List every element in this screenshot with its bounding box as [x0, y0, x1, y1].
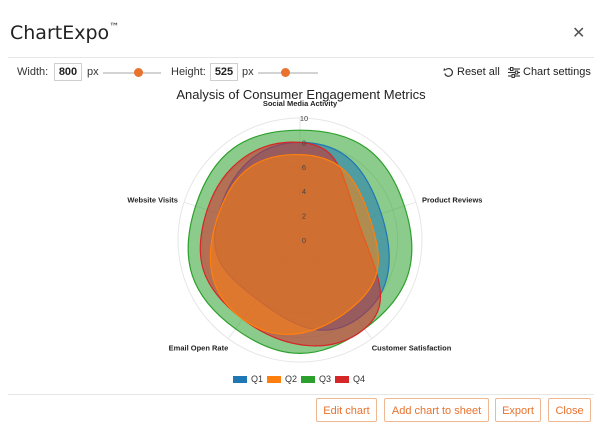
width-slider[interactable] [103, 72, 161, 74]
legend-swatch-q3 [301, 375, 315, 383]
chart-settings-label: Chart settings [523, 66, 591, 78]
app-title-text: ChartExpo [10, 22, 110, 44]
legend-item-q3[interactable]: Q3 [301, 374, 331, 384]
app-title: ChartExpo™ [10, 22, 119, 44]
close-icon[interactable]: ✕ [572, 25, 586, 42]
legend-item-q1[interactable]: Q1 [233, 374, 263, 384]
width-slider-thumb[interactable] [134, 68, 143, 77]
close-button[interactable]: Close [548, 398, 591, 422]
legend-swatch-q2 [267, 375, 281, 383]
height-label: Height: [171, 66, 206, 78]
legend-label-q3: Q3 [319, 374, 332, 384]
legend-label-q2: Q2 [285, 374, 298, 384]
export-button[interactable]: Export [495, 398, 541, 422]
trademark-mark: ™ [109, 21, 120, 33]
header-divider [8, 57, 594, 58]
chart-settings-button[interactable]: Chart settings [508, 66, 591, 78]
height-unit: px [242, 66, 254, 78]
legend-label-q1: Q1 [251, 374, 264, 384]
edit-chart-button[interactable]: Edit chart [316, 398, 377, 422]
footer-divider [8, 394, 594, 395]
legend-item-q4[interactable]: Q4 [335, 374, 365, 384]
settings-sliders-icon [508, 66, 520, 78]
legend-swatch-q4 [335, 375, 349, 383]
reset-all-label: Reset all [457, 66, 500, 78]
legend-item-q2[interactable]: Q2 [267, 374, 297, 384]
height-input[interactable]: 525 [210, 63, 238, 81]
reset-icon [443, 67, 453, 77]
add-chart-to-sheet-button[interactable]: Add chart to sheet [384, 398, 489, 422]
height-slider-thumb[interactable] [281, 68, 290, 77]
chart-title: Analysis of Consumer Engagement Metrics [176, 87, 426, 102]
width-input[interactable]: 800 [54, 63, 82, 81]
legend-swatch-q1 [233, 375, 247, 383]
width-unit: px [87, 66, 99, 78]
legend-label-q4: Q4 [353, 374, 366, 384]
chart-area: Analysis of Consumer Engagement Metrics [0, 86, 602, 390]
dialog-header: ChartExpo™ ✕ [0, 0, 602, 56]
chart-toolbar: Width: 800 px Height: 525 px Reset all C… [0, 60, 602, 86]
width-label: Width: [17, 66, 49, 78]
reset-all-button[interactable]: Reset all [443, 66, 500, 78]
